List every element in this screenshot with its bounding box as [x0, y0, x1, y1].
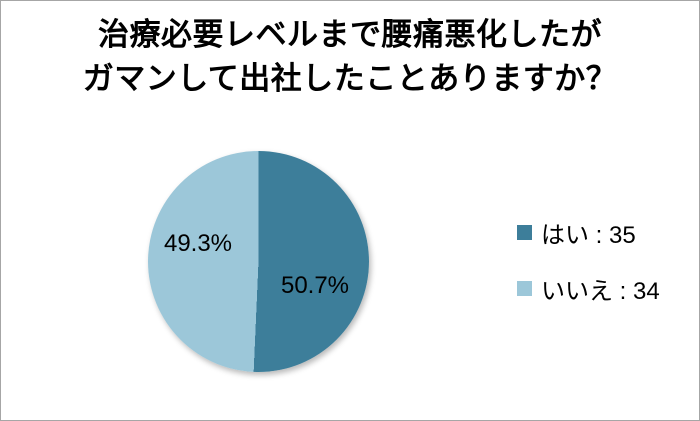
chart-title: 治療必要レベルまで腰痛悪化したが ガマンして出社したことありますか？ — [1, 13, 699, 101]
legend-item-no: いいえ : 34 — [517, 273, 660, 305]
legend-swatch-no-icon — [517, 280, 532, 296]
pie — [148, 151, 369, 372]
chart-title-line1: 治療必要レベルまで腰痛悪化したが — [98, 17, 602, 52]
legend: はい : 35 いいえ : 34 — [517, 217, 660, 329]
legend-item-yes: はい : 35 — [517, 217, 660, 249]
legend-label-yes: はい : 35 — [541, 221, 636, 249]
percent-label-no: 49.3% — [163, 230, 233, 257]
chart-title-line2: ガマンして出社したことありますか？ — [82, 61, 618, 96]
legend-swatch-yes-icon — [517, 224, 532, 240]
legend-label-no: いいえ : 34 — [541, 277, 660, 305]
pie-chart: 50.7% 49.3% — [148, 151, 369, 372]
percent-label-yes: 50.7% — [280, 272, 350, 299]
